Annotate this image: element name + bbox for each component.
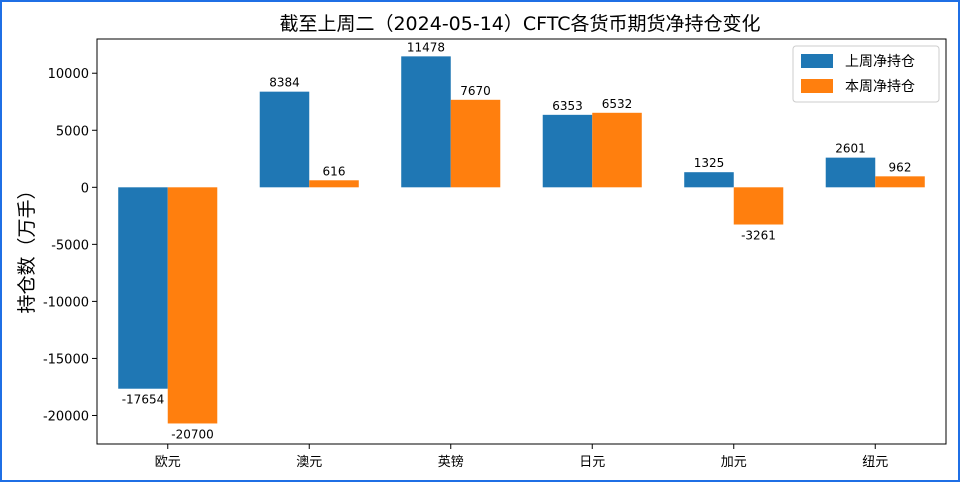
data-label: 8384 [269,76,300,90]
x-tick-label: 日元 [579,455,605,470]
y-axis: -20000 -15000 -10000 -5000 0 5000 10000 [43,67,97,424]
x-tick-label: 加元 [721,455,747,470]
data-labels-group: -17654 -20700 8384 616 11478 7670 6353 6532 1325… [122,40,912,441]
y-tick-label: 5000 [56,124,89,139]
x-tick-label: 纽元 [862,455,888,470]
x-tick-label: 欧元 [155,455,181,470]
bar-last-week-0 [118,187,168,389]
y-tick-label: 0 [81,181,89,196]
data-label: 7670 [460,84,491,98]
bar-this-week-1 [309,180,359,188]
bar-last-week-1 [259,91,310,188]
bar-last-week-5 [825,157,876,188]
data-label: -20700 [171,427,214,441]
x-tick-label: 澳元 [296,454,322,470]
bar-last-week-4 [684,172,734,188]
legend-swatch [801,54,833,68]
chart-title: 截至上周二（2024-05-14）CFTC各货币期货净持仓变化 [279,13,760,35]
bar-this-week-5 [875,176,925,188]
data-label: 6532 [602,97,633,111]
legend-label: 上周净持仓 [845,54,915,70]
data-label: 616 [323,164,346,178]
bar-last-week-3 [542,114,593,188]
bar-last-week-2 [401,56,451,188]
legend-swatch [801,79,833,93]
x-tick-label: 英镑 [438,454,464,470]
bar-this-week-3 [592,112,642,188]
legend-label: 本周净持仓 [845,79,915,95]
data-label: 2601 [835,142,866,156]
y-tick-label: -5000 [51,238,89,253]
bars-group [118,56,925,424]
bar-this-week-2 [450,99,501,188]
bar-this-week-0 [167,187,218,424]
data-label: -17654 [122,393,165,407]
data-label: 6353 [552,99,583,113]
y-tick-label: -20000 [43,409,89,424]
y-axis-label: 持仓数（万手） [16,180,38,313]
x-axis: 欧元 澳元 英镑 日元 加元 纽元 [155,444,888,470]
bar-this-week-4 [733,187,784,225]
y-tick-label: 10000 [48,67,89,82]
data-label: 962 [889,160,912,174]
y-tick-label: -10000 [43,295,89,310]
plot-area-border [96,38,947,445]
y-tick-label: -15000 [43,352,89,367]
data-label: 1325 [694,156,725,170]
data-label: -3261 [741,229,776,243]
data-label: 11478 [407,40,445,54]
